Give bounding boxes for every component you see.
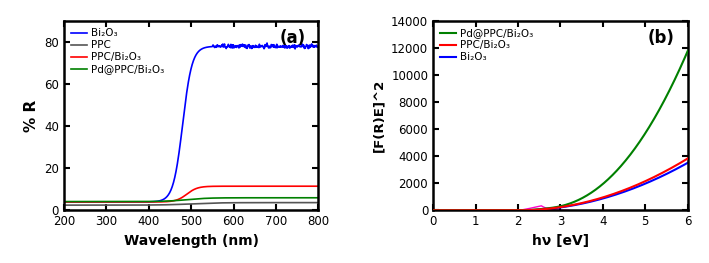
Line: Bi₂O₃: Bi₂O₃ (64, 43, 318, 202)
Bi₂O₃ (105, 200, 113, 204)
Bi₂O₃ (429, 209, 437, 212)
PPC/Bi₂O₃ (314, 185, 323, 188)
PPC (175, 203, 184, 206)
Text: (b): (b) (648, 29, 675, 47)
Bi₂O₃ (175, 151, 184, 154)
Bi₂O₃ (579, 202, 587, 205)
PPC (60, 204, 68, 207)
Pd@PPC/Bi₂O₃ (544, 207, 552, 210)
PPC/Bi₂O₃ (544, 207, 552, 210)
Pd@PPC/Bi₂O₃ (105, 200, 113, 203)
Line: PPC: PPC (64, 203, 318, 205)
X-axis label: Wavelength (nm): Wavelength (nm) (123, 234, 259, 248)
Pd@PPC/Bi₂O₃ (314, 196, 323, 199)
Bi₂O₃ (125, 200, 133, 204)
PPC/Bi₂O₃ (230, 185, 238, 188)
Line: PPC/Bi₂O₃: PPC/Bi₂O₃ (64, 186, 318, 202)
PPC (230, 201, 238, 204)
Pd@PPC/Bi₂O₃ (251, 196, 259, 199)
Bi₂O₃ (60, 200, 68, 204)
Y-axis label: [F(R)E]^2: [F(R)E]^2 (372, 79, 386, 152)
Bi₂O₃ (251, 44, 259, 47)
Pd@PPC/Bi₂O₃ (230, 196, 238, 199)
Line: Pd@PPC/Bi₂O₃: Pd@PPC/Bi₂O₃ (64, 198, 318, 201)
PPC/Bi₂O₃ (599, 196, 608, 199)
Line: Bi₂O₃: Bi₂O₃ (433, 163, 688, 210)
PPC/Bi₂O₃ (494, 209, 503, 212)
Legend: Pd@PPC/Bi₂O₃, PPC/Bi₂O₃, Bi₂O₃: Pd@PPC/Bi₂O₃, PPC/Bi₂O₃, Bi₂O₃ (438, 26, 535, 65)
Pd@PPC/Bi₂O₃ (620, 160, 629, 163)
Bi₂O₃ (263, 42, 272, 45)
Bi₂O₃ (210, 45, 218, 48)
Bi₂O₃ (230, 46, 238, 49)
Pd@PPC/Bi₂O₃ (60, 200, 68, 203)
PPC (210, 201, 218, 205)
Pd@PPC/Bi₂O₃ (494, 209, 503, 212)
Pd@PPC/Bi₂O₃ (579, 196, 587, 199)
Bi₂O₃ (683, 161, 692, 164)
PPC/Bi₂O₃ (251, 185, 259, 188)
Pd@PPC/Bi₂O₃ (683, 49, 692, 53)
PPC/Bi₂O₃ (175, 198, 184, 201)
PPC/Bi₂O₃ (210, 185, 218, 188)
Bi₂O₃ (544, 207, 552, 210)
PPC/Bi₂O₃ (429, 209, 437, 212)
PPC (125, 204, 133, 207)
PPC (105, 204, 113, 207)
PPC/Bi₂O₃ (125, 200, 133, 204)
Bi₂O₃ (474, 209, 482, 212)
Bi₂O₃ (620, 190, 629, 193)
Legend: Bi₂O₃, PPC, PPC/Bi₂O₃, Pd@PPC/Bi₂O₃: Bi₂O₃, PPC, PPC/Bi₂O₃, Pd@PPC/Bi₂O₃ (69, 26, 166, 77)
PPC (251, 201, 259, 204)
Line: Pd@PPC/Bi₂O₃: Pd@PPC/Bi₂O₃ (433, 51, 688, 210)
PPC/Bi₂O₃ (60, 200, 68, 204)
Y-axis label: % R: % R (23, 100, 38, 132)
Bi₂O₃ (494, 209, 503, 212)
Pd@PPC/Bi₂O₃ (429, 209, 437, 212)
PPC/Bi₂O₃ (579, 201, 587, 204)
PPC (314, 201, 323, 204)
PPC/Bi₂O₃ (105, 200, 113, 204)
X-axis label: hν [eV]: hν [eV] (532, 234, 589, 248)
Bi₂O₃ (314, 44, 323, 47)
PPC/Bi₂O₃ (620, 188, 629, 191)
Pd@PPC/Bi₂O₃ (125, 200, 133, 203)
Pd@PPC/Bi₂O₃ (474, 209, 482, 212)
Text: (a): (a) (279, 29, 306, 47)
Line: PPC/Bi₂O₃: PPC/Bi₂O₃ (433, 159, 688, 210)
Bi₂O₃ (599, 197, 608, 200)
Pd@PPC/Bi₂O₃ (599, 182, 608, 185)
Pd@PPC/Bi₂O₃ (210, 196, 218, 200)
PPC/Bi₂O₃ (474, 209, 482, 212)
Pd@PPC/Bi₂O₃ (175, 199, 184, 202)
PPC/Bi₂O₃ (683, 157, 692, 160)
